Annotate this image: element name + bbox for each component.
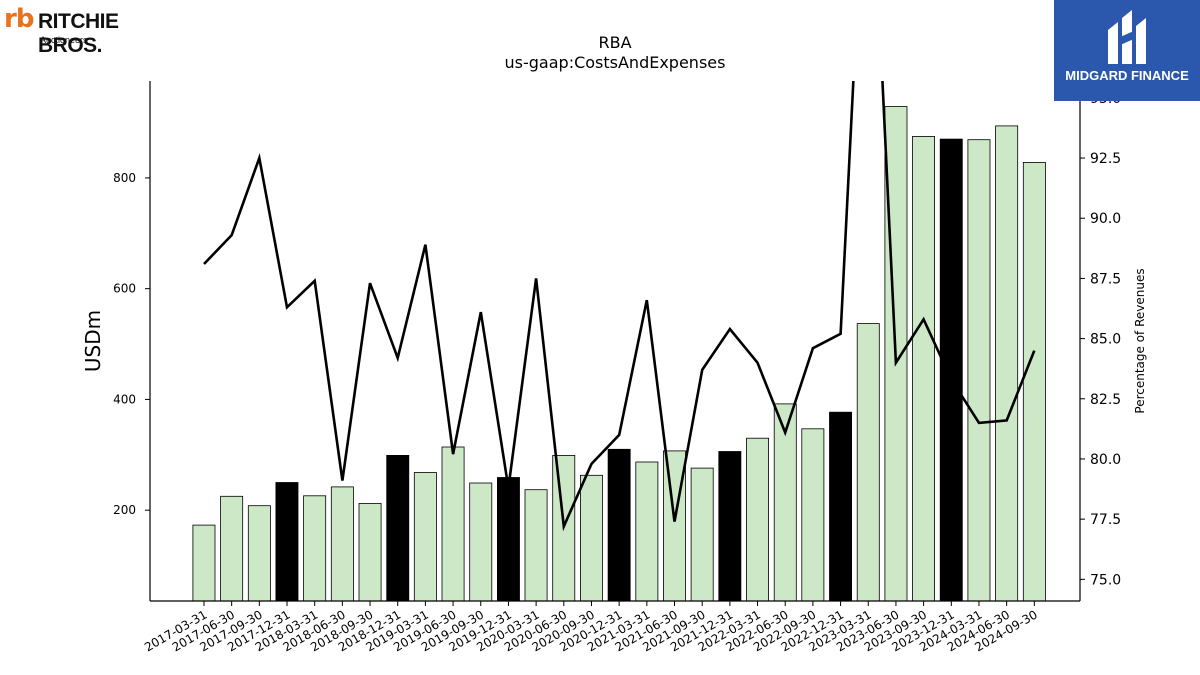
bar-2022-09-30 — [801, 428, 825, 602]
ritchie-bros-sub: Auctioneers — [40, 35, 88, 45]
bar-2024-06-30 — [995, 125, 1019, 602]
percentage-line — [203, 81, 1036, 532]
bar-2017-12-31 — [275, 482, 299, 602]
y-axis-label: USDm — [81, 310, 105, 372]
midgard-mark-icon — [1108, 10, 1146, 64]
y2-tick-label-77.5: 77.5 — [1090, 512, 1121, 528]
y-tick-label-800: 800 — [113, 171, 136, 185]
midgard-finance-logo: MIDGARD FINANCE — [1054, 0, 1200, 101]
bar-2020-09-30 — [580, 474, 603, 602]
y2-axis-label: Percentage of Revenues — [1133, 268, 1147, 413]
bar-2021-03-31 — [635, 461, 659, 602]
bar-2023-12-31 — [939, 138, 963, 602]
y2-tick-label-82.5: 82.5 — [1090, 392, 1121, 408]
y-tick-label-600: 600 — [113, 282, 136, 296]
y2-tick-label-92.5: 92.5 — [1090, 151, 1121, 167]
axes: 200 400 600 800 75.0 77.5 80.0 82.5 85.0 87.5 90.0… — [113, 81, 1121, 654]
bar-2024-03-31 — [967, 139, 991, 602]
bar-2023-03-31 — [856, 323, 880, 602]
bar-2022-12-31 — [829, 411, 853, 602]
bar-2017-09-30 — [247, 505, 271, 602]
bar-2020-12-31 — [607, 448, 631, 602]
bar-2018-12-31 — [386, 454, 410, 602]
y2-tick-label-85: 85.0 — [1090, 332, 1121, 348]
ritchie-bros-logo: rb RITCHIE BROS. Auctioneers — [4, 4, 169, 57]
chart-subtitle: us-gaap:CostsAndExpenses — [505, 53, 726, 72]
bar-2021-12-31 — [718, 451, 742, 602]
y2-tick-label-90: 90.0 — [1090, 211, 1121, 227]
midgard-finance-name: MIDGARD FINANCE — [1065, 68, 1189, 83]
chart-title: RBA — [598, 33, 631, 52]
bar-2019-03-31 — [413, 472, 437, 602]
bar-2023-09-30 — [912, 135, 936, 602]
bar-2018-03-31 — [303, 495, 327, 602]
bar-series — [192, 106, 1046, 602]
y2-tick-label-80: 80.0 — [1090, 452, 1121, 468]
ritchie-bros-name: RITCHIE BROS. — [38, 10, 119, 57]
bar-2020-03-31 — [524, 489, 548, 602]
bar-2021-09-30 — [690, 467, 714, 602]
bar-2022-03-31 — [746, 437, 770, 602]
y2-tick-label-75: 75.0 — [1090, 572, 1121, 588]
percentage-line-series — [203, 81, 1036, 532]
bar-2019-09-30 — [469, 482, 493, 602]
ritchie-bros-mark: rb — [4, 4, 34, 34]
bar-2019-12-31 — [496, 477, 520, 602]
bar-2017-06-30 — [220, 495, 244, 602]
bar-2017-03-31 — [192, 524, 216, 602]
y2-tick-label-87.5: 87.5 — [1090, 271, 1121, 287]
bar-2018-09-30 — [358, 503, 382, 602]
bar-2019-06-30 — [441, 446, 465, 602]
y-tick-label-200: 200 — [113, 503, 136, 517]
bar-2018-06-30 — [330, 486, 354, 602]
y-tick-label-400: 400 — [113, 392, 136, 406]
bar-2024-09-30 — [1022, 161, 1046, 602]
